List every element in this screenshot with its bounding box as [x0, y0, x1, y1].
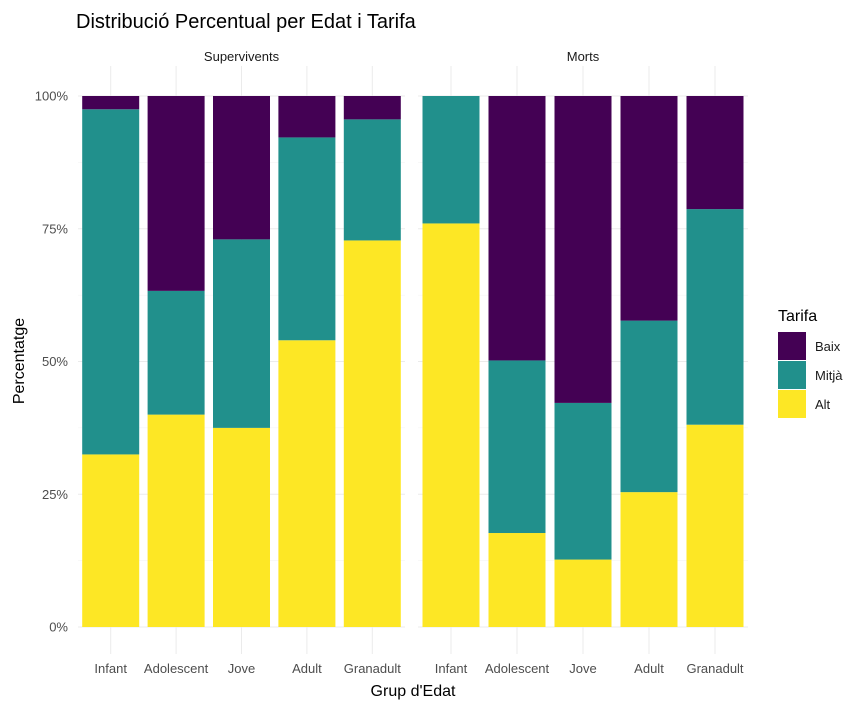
bar-segment-alt: [343, 240, 401, 627]
x-tick-label: Adult: [634, 661, 664, 676]
bar-segment-mitjà: [620, 320, 678, 493]
legend-title: Tarifa: [778, 308, 817, 325]
y-tick-label: 50%: [42, 354, 68, 369]
bar-segment-mitjà: [82, 109, 140, 455]
bar-segment-alt: [554, 559, 612, 627]
x-axis-title: Grup d'Edat: [371, 683, 456, 700]
x-tick-label: Infant: [94, 661, 127, 676]
bar-segment-baix: [343, 96, 401, 120]
facet-label: Morts: [567, 49, 600, 64]
bar-segment-alt: [686, 424, 744, 627]
bar-segment-baix: [82, 96, 140, 110]
bar-segment-baix: [686, 96, 744, 210]
bar-segment-baix: [213, 96, 270, 240]
facet-panels: Supervivents Infant Adolescent Jove Adult Gra…: [78, 49, 748, 676]
y-tick-label: 0%: [49, 620, 68, 635]
bar-segment-alt: [147, 414, 205, 627]
panel-morts: Morts Infant Adolescent Jove Adult Granadult: [418, 49, 748, 676]
legend-label: Alt: [815, 397, 831, 412]
bar-segment-mitjà: [213, 239, 270, 428]
facet-label: Supervivents: [204, 49, 280, 64]
legend-key-alt: [778, 390, 806, 418]
bar-segment-mitjà: [343, 119, 401, 241]
legend: Tarifa Baix Mitjà Alt: [778, 308, 843, 418]
x-tick-label: Infant: [435, 661, 468, 676]
bar-segment-mitjà: [554, 402, 612, 560]
bar-segment-baix: [147, 96, 205, 291]
bar-segment-baix: [278, 96, 336, 138]
bar-segment-mitjà: [422, 96, 480, 224]
bar-segment-baix: [488, 96, 546, 361]
y-axis-ticks: 0% 25% 50% 75% 100%: [35, 89, 69, 635]
bar-segment-mitjà: [488, 360, 546, 534]
bar-segment-baix: [620, 96, 678, 321]
bar-segment-mitjà: [147, 290, 205, 415]
x-tick-label: Jove: [569, 661, 596, 676]
bar-segment-alt: [422, 223, 480, 627]
bar-segment-alt: [278, 340, 336, 627]
legend-key-mitjà: [778, 361, 806, 389]
y-tick-label: 75%: [42, 221, 68, 236]
bar-segment-mitjà: [686, 209, 744, 425]
legend-key-baix: [778, 332, 806, 360]
x-tick-label: Jove: [228, 661, 255, 676]
legend-label: Mitjà: [815, 368, 843, 383]
y-tick-label: 100%: [35, 89, 69, 104]
y-axis-title: Percentatge: [11, 318, 28, 404]
bar-segment-mitjà: [278, 137, 336, 341]
x-tick-label: Granadult: [686, 661, 743, 676]
bar-segment-alt: [82, 454, 140, 627]
bar-segment-baix: [554, 96, 612, 403]
y-tick-label: 25%: [42, 487, 68, 502]
bar-segment-alt: [620, 492, 678, 627]
panel-supervivents: Supervivents Infant Adolescent Jove Adult Gra…: [78, 49, 405, 676]
x-tick-label: Adolescent: [144, 661, 209, 676]
chart-title: Distribució Percentual per Edat i Tarifa: [76, 11, 417, 33]
x-tick-label: Adult: [292, 661, 322, 676]
legend-label: Baix: [815, 339, 841, 354]
bar-segment-alt: [488, 533, 546, 627]
x-tick-label: Granadult: [344, 661, 401, 676]
x-tick-label: Adolescent: [485, 661, 550, 676]
bar-segment-alt: [213, 427, 270, 627]
